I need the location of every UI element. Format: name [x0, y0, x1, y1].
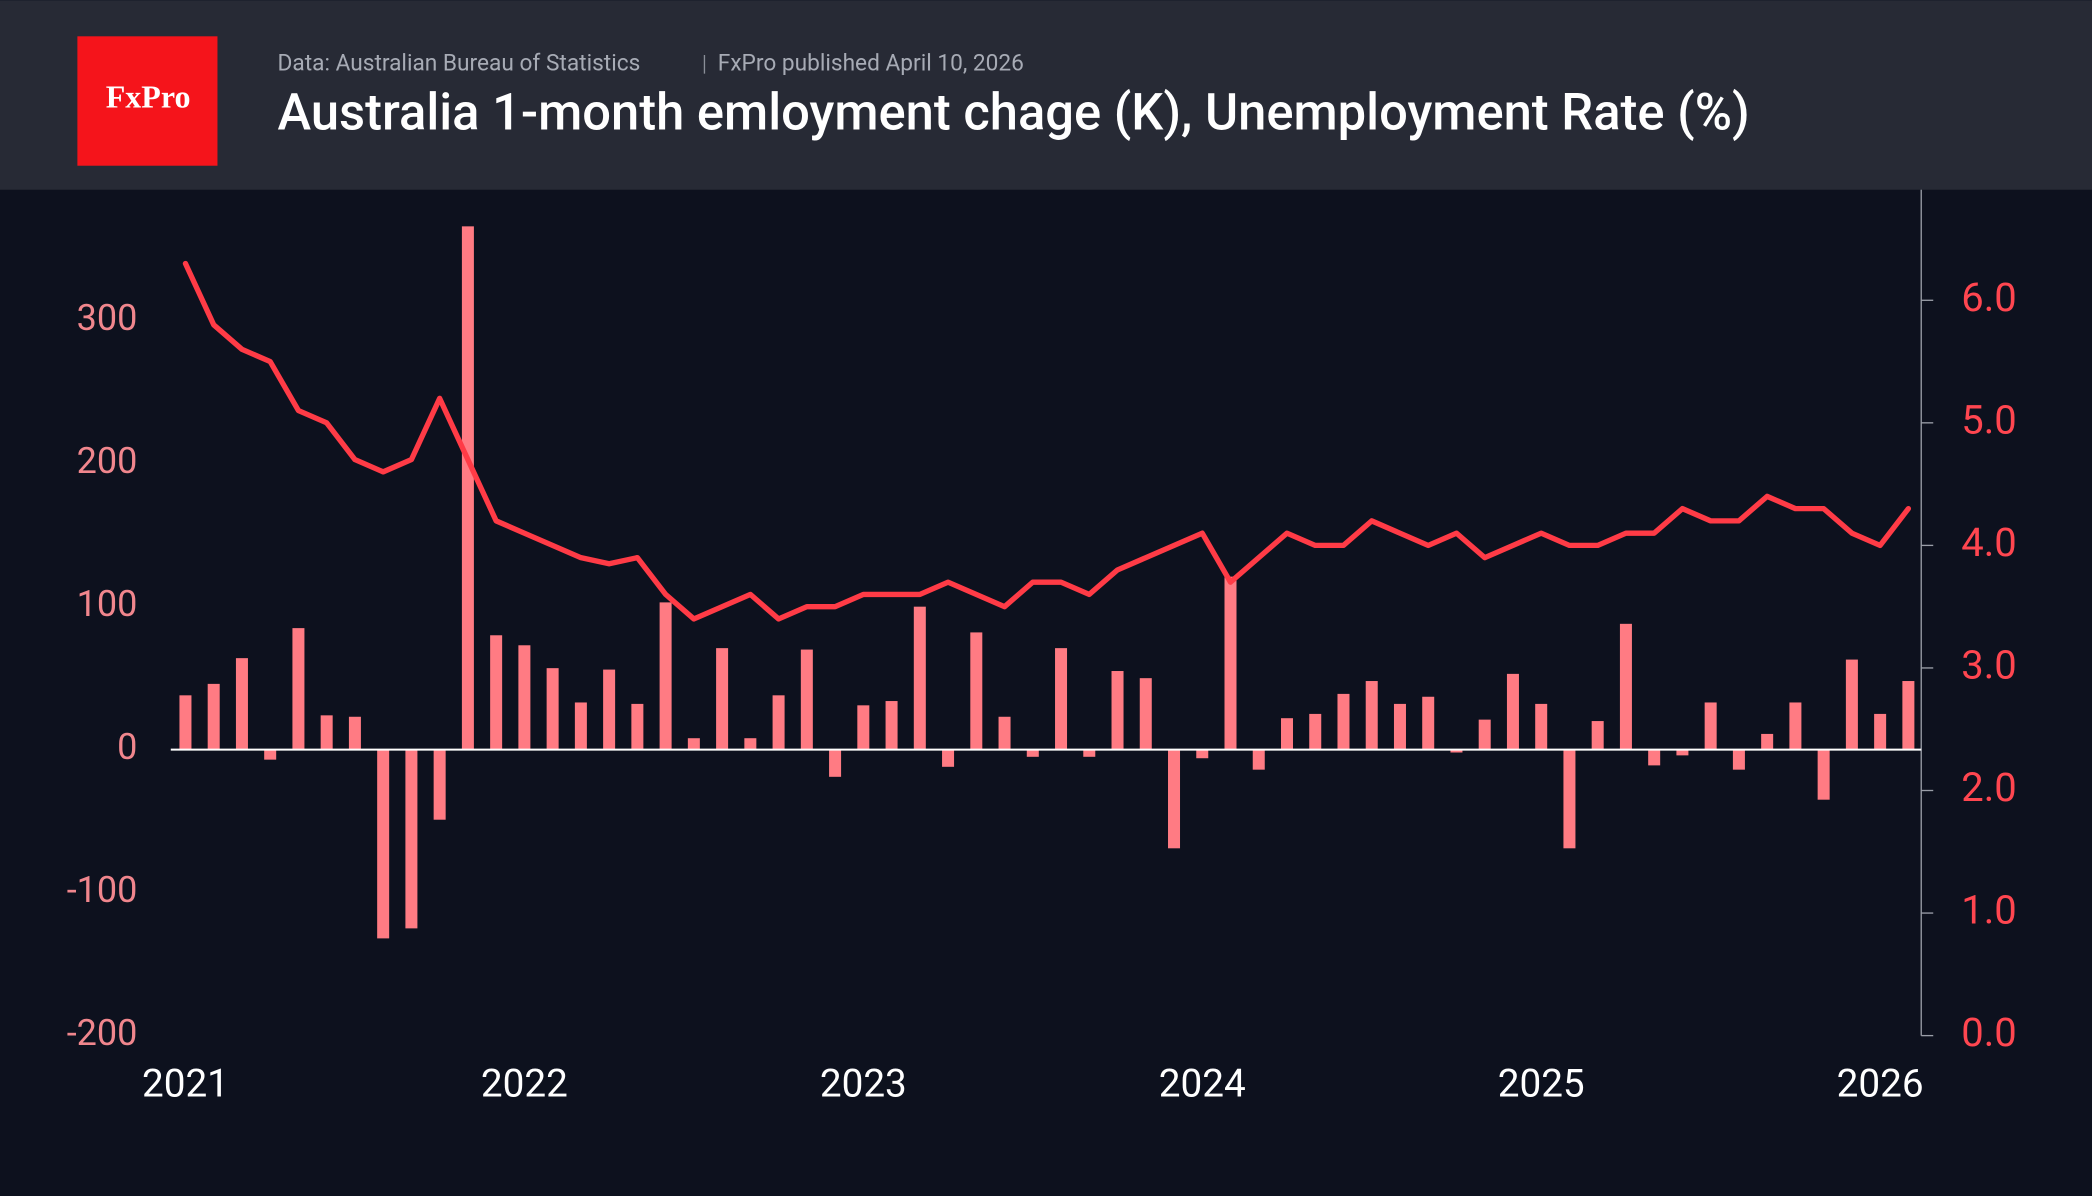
bar	[603, 669, 616, 750]
bar	[1817, 749, 1830, 800]
bar	[1111, 671, 1124, 750]
bar	[885, 701, 898, 750]
bar	[744, 738, 757, 750]
bar	[1845, 659, 1858, 750]
y2-tick-label: 0.0	[1961, 1009, 2017, 1056]
bar	[1789, 702, 1802, 750]
bar	[800, 649, 813, 750]
bar	[631, 703, 644, 750]
bar	[857, 705, 870, 750]
bar	[1365, 681, 1378, 750]
bar	[320, 715, 333, 750]
y2-tick-label: 5.0	[1961, 396, 2017, 443]
bar	[1535, 703, 1548, 750]
bar	[1902, 681, 1915, 750]
bar	[716, 648, 729, 750]
y-tick-label: -200	[67, 1012, 138, 1054]
bar	[207, 683, 220, 750]
bar	[687, 738, 700, 750]
bar	[1196, 749, 1209, 759]
y2-tick-label: 3.0	[1961, 642, 2017, 689]
logo-box	[77, 36, 218, 166]
bar	[264, 749, 277, 760]
plot-area: -200 -100 0 100 200 300 0.0 1.0 2.0 3.0 4.0 5.0 6.0 2…	[67, 177, 2017, 1107]
chart-title: Australia 1-month emloyment chage (K), U…	[278, 84, 1750, 143]
bar	[1478, 719, 1491, 750]
bar	[970, 632, 983, 750]
logo: FxPro	[106, 79, 191, 115]
bar	[1563, 749, 1576, 849]
x-tick-label: 2024	[1159, 1062, 1246, 1107]
bar	[179, 695, 192, 750]
y-tick-label: 100	[77, 583, 138, 625]
bar	[490, 635, 503, 750]
bar	[1422, 696, 1435, 750]
bar	[574, 702, 587, 750]
bar	[348, 716, 361, 750]
bar	[377, 749, 390, 939]
bar	[1168, 749, 1181, 849]
bar	[1026, 749, 1039, 757]
bar	[659, 602, 672, 750]
bar	[772, 695, 785, 750]
y-tick-label: 0	[117, 726, 137, 768]
bar	[1055, 648, 1068, 750]
x-tick-label: 2022	[481, 1062, 568, 1107]
bar	[1393, 703, 1406, 750]
bar	[1224, 576, 1237, 750]
bar	[292, 628, 305, 750]
bar	[1704, 702, 1717, 750]
bar	[829, 749, 842, 777]
x-tick-label: 2021	[142, 1062, 229, 1107]
x-tick-label: 2025	[1498, 1062, 1585, 1107]
bar	[518, 645, 531, 750]
bar	[1761, 733, 1774, 750]
bar	[405, 749, 418, 929]
bar	[235, 658, 248, 750]
y2-tick-label: 4.0	[1961, 519, 2017, 566]
y-tick-label: 200	[77, 440, 138, 482]
header: FxPro Data: Australian Bureau of Statist…	[0, 0, 2092, 190]
x-tick-label: 2023	[820, 1062, 907, 1107]
bar	[433, 749, 446, 820]
bar	[1337, 693, 1350, 750]
bar	[1450, 749, 1463, 753]
bar	[1591, 721, 1604, 750]
bar	[1083, 749, 1096, 757]
y2-tick-label: 1.0	[1961, 887, 2017, 934]
bar	[1874, 713, 1887, 750]
x-tick-label: 2026	[1837, 1062, 1924, 1107]
bar	[1309, 713, 1322, 750]
y-tick-label: 300	[77, 297, 138, 339]
y-tick-label: -100	[67, 869, 138, 911]
bar	[1648, 749, 1661, 766]
y2-tick-label: 6.0	[1961, 274, 2017, 321]
subtitle: FxPro published April 10, 2026	[718, 49, 1024, 76]
source: Data: Australian Bureau of Statistics	[278, 49, 641, 76]
bar	[942, 749, 955, 767]
bar	[546, 668, 559, 750]
bar	[913, 606, 926, 750]
bar	[998, 716, 1011, 750]
bar	[1676, 749, 1689, 756]
bar	[461, 226, 474, 750]
header-band	[0, 0, 2092, 190]
line	[182, 260, 1912, 622]
bar	[1280, 718, 1293, 750]
bar	[1139, 678, 1152, 750]
bar	[1506, 673, 1519, 750]
bar	[1732, 749, 1745, 770]
y2-tick-label: 2.0	[1961, 764, 2017, 811]
bar	[1619, 623, 1632, 750]
bar	[1252, 749, 1265, 770]
